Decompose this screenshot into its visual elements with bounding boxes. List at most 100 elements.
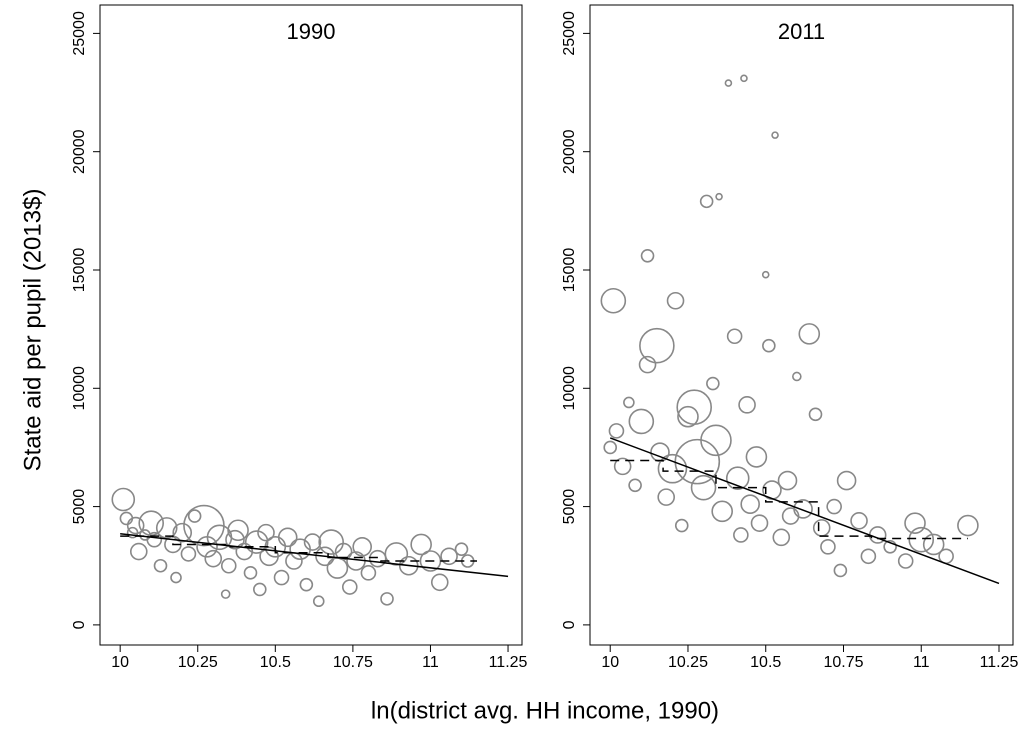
- data-point: [146, 531, 163, 548]
- y-tick-label: 20000: [71, 129, 88, 174]
- y-tick-label: 15000: [561, 248, 578, 293]
- data-point: [138, 510, 164, 536]
- data-point: [220, 557, 237, 574]
- data-point: [740, 494, 760, 515]
- data-point: [315, 546, 335, 567]
- data-point: [326, 557, 349, 579]
- data-point: [639, 327, 675, 364]
- data-point: [677, 405, 699, 428]
- x-tick-label: 11.25: [489, 654, 528, 671]
- data-point: [603, 440, 618, 455]
- data-point: [360, 565, 377, 581]
- x-tick-label: 10.75: [823, 654, 863, 671]
- data-point: [826, 498, 842, 515]
- x-tick-label: 10.75: [333, 654, 373, 671]
- data-point: [908, 526, 935, 553]
- data-point: [772, 528, 791, 547]
- data-point: [820, 539, 836, 555]
- y-tick-label: 5000: [71, 489, 88, 525]
- data-point: [244, 530, 269, 554]
- data-point: [798, 323, 821, 345]
- data-point: [318, 529, 344, 555]
- x-tick-label: 11: [913, 654, 930, 671]
- data-point: [155, 517, 178, 539]
- data-point: [690, 474, 717, 501]
- x-axis-label: ln(district avg. HH income, 1990): [371, 697, 719, 724]
- data-point: [700, 424, 732, 457]
- data-point: [253, 582, 267, 597]
- data-point: [733, 527, 749, 543]
- data-point: [341, 579, 358, 595]
- data-point: [740, 74, 748, 83]
- data-point: [628, 478, 642, 493]
- y-tick-label: 0: [561, 620, 578, 629]
- data-point: [706, 376, 720, 391]
- binned-line: [610, 459, 968, 540]
- fit-line: [120, 533, 509, 578]
- x-tick-label: 10.5: [260, 654, 291, 671]
- data-point: [715, 192, 723, 201]
- data-point: [380, 592, 394, 606]
- data-point: [726, 328, 743, 345]
- data-point: [711, 500, 733, 523]
- data-point: [725, 466, 750, 490]
- data-point: [368, 549, 387, 568]
- data-point: [836, 470, 857, 491]
- data-point: [410, 533, 432, 556]
- x-tick-label: 11.25: [980, 654, 1019, 671]
- data-point: [640, 248, 655, 263]
- x-tick-label: 10: [111, 654, 129, 671]
- data-point: [126, 516, 145, 535]
- y-tick-label: 25000: [561, 11, 578, 56]
- data-point: [180, 546, 197, 562]
- data-point: [153, 558, 168, 573]
- data-point: [600, 287, 627, 314]
- data-point: [312, 595, 325, 608]
- data-point: [793, 499, 813, 519]
- data-point: [657, 488, 676, 506]
- data-point: [762, 338, 776, 353]
- data-point: [273, 569, 290, 586]
- y-tick-label: 25000: [71, 11, 88, 56]
- data-point: [129, 542, 148, 561]
- data-point: [285, 552, 303, 570]
- data-point: [812, 519, 831, 537]
- x-tick-label: 10.5: [750, 654, 781, 671]
- data-point: [384, 542, 409, 566]
- data-point: [777, 470, 798, 491]
- data-point: [922, 533, 945, 556]
- binned-line: [120, 535, 478, 562]
- data-point: [657, 453, 688, 484]
- data-point: [220, 589, 231, 599]
- data-point: [243, 566, 258, 580]
- y-tick-label: 15000: [71, 248, 88, 293]
- data-point: [187, 509, 202, 523]
- data-point: [699, 194, 714, 209]
- y-tick-label: 10000: [561, 366, 578, 411]
- x-tick-label: 10.25: [668, 654, 708, 671]
- y-tick-label: 0: [71, 620, 88, 629]
- data-point: [833, 563, 848, 578]
- y-axis-label: State aid per pupil (2013$): [19, 189, 46, 472]
- data-point: [771, 131, 779, 139]
- data-point: [613, 457, 632, 476]
- data-point: [674, 518, 689, 533]
- data-point: [808, 407, 823, 422]
- data-point: [781, 507, 800, 525]
- data-point: [257, 523, 275, 542]
- data-point: [227, 519, 249, 542]
- data-point: [170, 571, 182, 584]
- data-point: [334, 542, 353, 561]
- x-tick-label: 10.25: [178, 654, 218, 671]
- data-point: [904, 512, 926, 534]
- data-point: [750, 514, 769, 532]
- y-tick-label: 10000: [71, 366, 88, 411]
- fit-line: [609, 437, 1000, 585]
- data-point: [724, 79, 733, 87]
- data-point: [430, 573, 449, 592]
- data-point: [761, 270, 770, 279]
- plot-frame: [99, 4, 523, 646]
- data-point: [638, 355, 657, 374]
